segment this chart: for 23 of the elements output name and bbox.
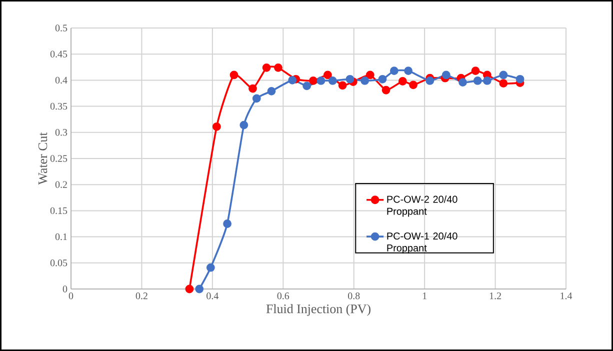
y-tick-label: 0.5	[55, 24, 68, 32]
y-axis-title: Water Cut	[38, 132, 48, 185]
y-tick-label: 0.05	[50, 260, 68, 266]
legend-label: PC-OW-2 20/40 Proppant	[387, 196, 458, 217]
x-tick-label: 0.4	[206, 292, 219, 300]
y-tick-label: 0.35	[50, 102, 68, 110]
y-tick-label: 0.4	[55, 76, 68, 84]
y-tick-label: 0.45	[50, 50, 68, 58]
x-axis-title: Fluid Injection (PV)	[266, 304, 370, 316]
x-tick-label: 1.4	[560, 292, 572, 300]
y-tick-label: 0.25	[50, 155, 68, 162]
x-tick-label: 1	[422, 292, 426, 300]
y-tick-label: 0.15	[50, 207, 68, 214]
y-tick-label: 0.2	[55, 181, 67, 188]
x-tick-label: 0.6	[277, 292, 290, 300]
y-tick-label: 0	[62, 286, 68, 292]
x-tick-label: 0	[68, 292, 74, 300]
x-tick-label: 1.2	[490, 292, 501, 300]
y-tick-label: 0.1	[55, 233, 67, 240]
x-tick-label: 0.8	[348, 292, 360, 300]
x-tick-label: 0.2	[136, 292, 148, 300]
y-tick-label: 0.3	[55, 129, 68, 136]
legend-label: PC-OW-1 20/40 Proppant	[387, 232, 458, 254]
